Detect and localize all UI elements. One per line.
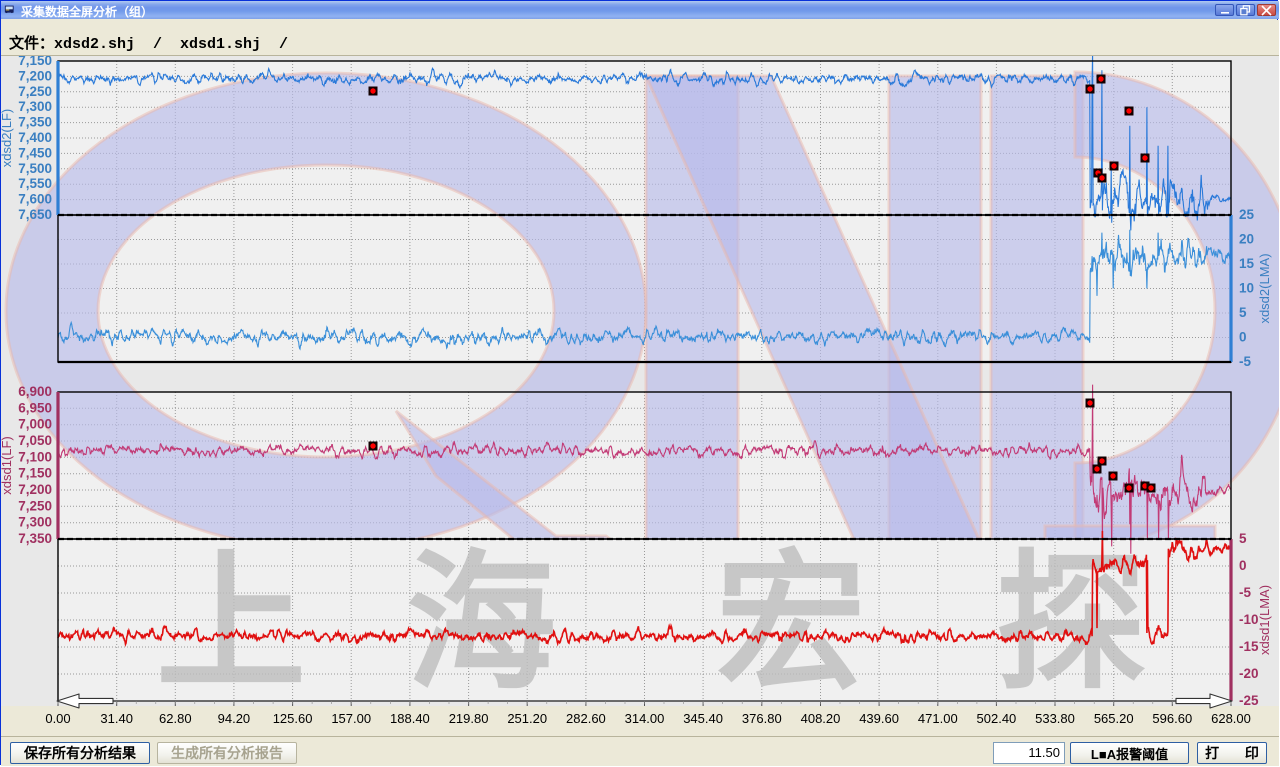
svg-text:565.20: 565.20 [1094,711,1134,726]
svg-text:7,050: 7,050 [18,433,52,448]
svg-text:-5: -5 [1239,585,1251,600]
svg-text:125.60: 125.60 [273,711,313,726]
svg-text:471.00: 471.00 [918,711,958,726]
svg-text:7,550: 7,550 [18,176,52,191]
svg-text:7,200: 7,200 [18,482,52,497]
svg-text:7,200: 7,200 [18,68,52,83]
svg-text:7,350: 7,350 [18,115,52,130]
svg-text:7,150: 7,150 [18,466,52,481]
svg-text:6,900: 6,900 [18,384,52,399]
svg-text:-15: -15 [1239,639,1259,654]
svg-text:-10: -10 [1239,612,1259,627]
svg-text:376.80: 376.80 [742,711,782,726]
svg-text:31.40: 31.40 [100,711,133,726]
svg-text:94.20: 94.20 [218,711,251,726]
svg-text:7,250: 7,250 [18,84,52,99]
svg-text:62.80: 62.80 [159,711,192,726]
svg-text:7,350: 7,350 [18,531,52,546]
svg-text:7,000: 7,000 [18,417,52,432]
svg-text:7,600: 7,600 [18,192,52,207]
svg-text:282.60: 282.60 [566,711,606,726]
svg-text:xdsd1(LMA): xdsd1(LMA) [1257,585,1272,655]
svg-text:-20: -20 [1239,666,1259,681]
svg-text:157.00: 157.00 [331,711,371,726]
svg-text:533.80: 533.80 [1035,711,1075,726]
svg-text:0: 0 [1239,558,1247,573]
svg-text:xdsd2(LMA): xdsd2(LMA) [1257,253,1272,323]
svg-text:探: 探 [996,539,1146,707]
svg-text:10: 10 [1239,281,1254,296]
svg-text:7,400: 7,400 [18,130,52,145]
svg-text:628.00: 628.00 [1211,711,1251,726]
svg-text:5: 5 [1239,305,1247,320]
svg-text:-25: -25 [1239,693,1259,708]
svg-text:25: 25 [1239,207,1255,222]
svg-text:188.40: 188.40 [390,711,430,726]
svg-text:15: 15 [1239,256,1255,271]
svg-text:xdsd2(LF): xdsd2(LF) [1,109,14,168]
svg-text:宏: 宏 [716,539,866,707]
svg-text:5: 5 [1239,531,1247,546]
svg-text:7,450: 7,450 [18,145,52,160]
svg-text:439.60: 439.60 [859,711,899,726]
svg-text:219.80: 219.80 [449,711,489,726]
svg-text:7,250: 7,250 [18,498,52,513]
svg-text:20: 20 [1239,232,1254,247]
svg-text:314.00: 314.00 [625,711,665,726]
svg-text:-5: -5 [1239,354,1251,369]
svg-text:502.40: 502.40 [977,711,1017,726]
svg-text:0.00: 0.00 [45,711,70,726]
svg-text:6,950: 6,950 [18,400,52,415]
svg-text:7,150: 7,150 [18,56,52,68]
svg-text:上: 上 [156,539,306,707]
svg-text:7,300: 7,300 [18,99,52,114]
svg-text:596.60: 596.60 [1152,711,1192,726]
svg-text:7,100: 7,100 [18,449,52,464]
svg-text:7,500: 7,500 [18,161,52,176]
svg-text:海: 海 [406,539,556,707]
svg-text:7,650: 7,650 [18,207,52,222]
svg-text:xdsd1(LF): xdsd1(LF) [1,436,14,495]
svg-text:0: 0 [1239,330,1247,345]
svg-text:7,300: 7,300 [18,515,52,530]
svg-text:251.20: 251.20 [507,711,547,726]
svg-text:408.20: 408.20 [801,711,841,726]
svg-text:345.40: 345.40 [683,711,723,726]
